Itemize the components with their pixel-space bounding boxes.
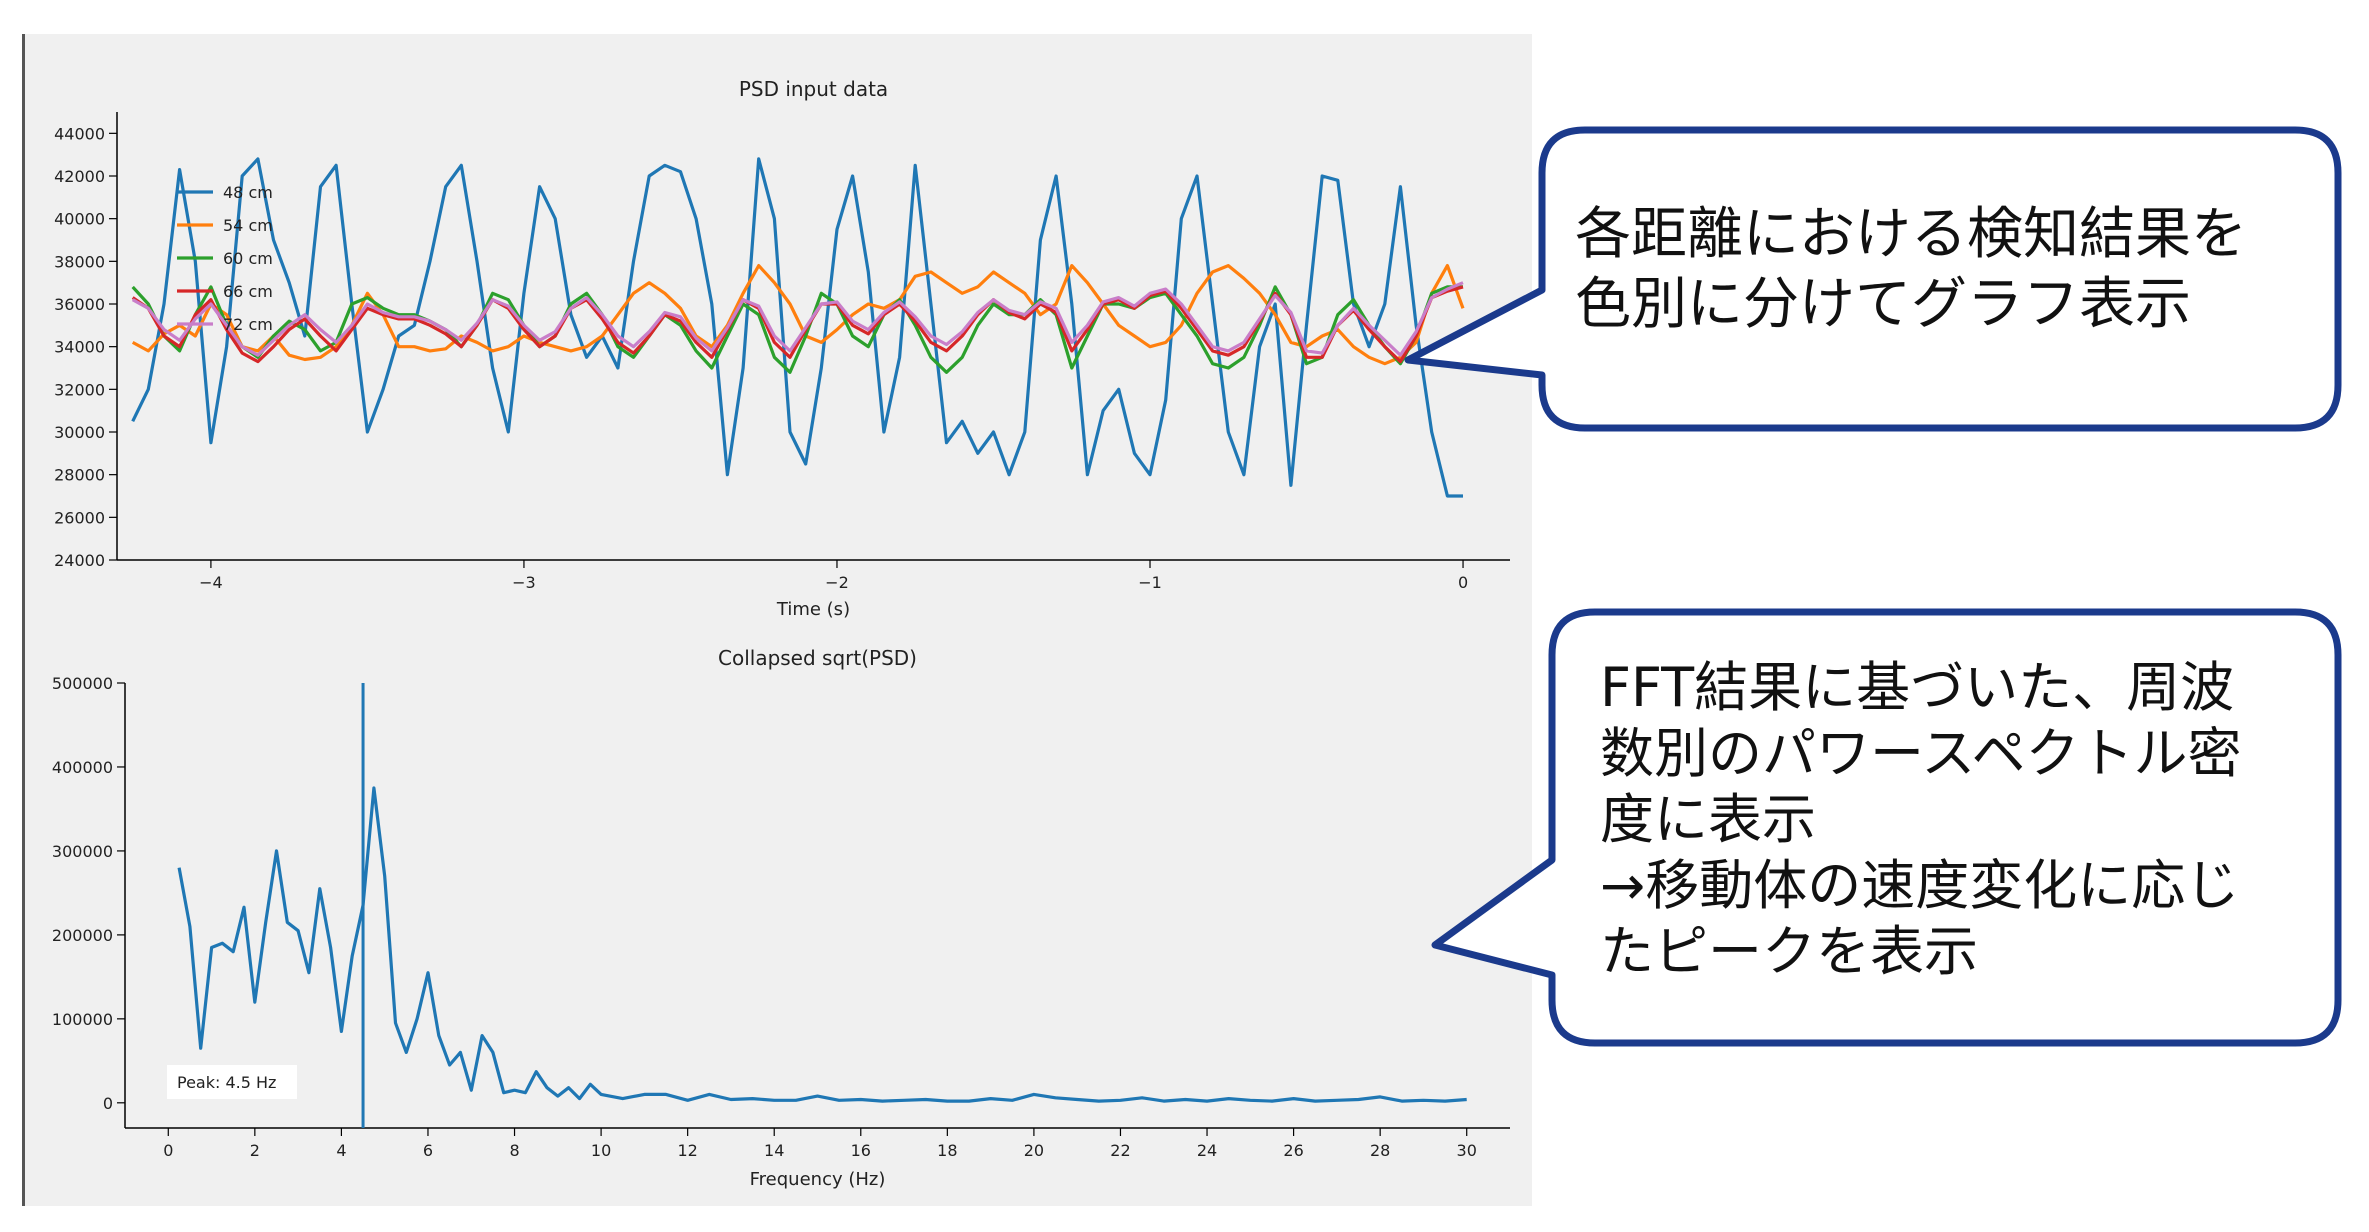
x-tick-label: 30 xyxy=(1457,1141,1477,1160)
legend-label: 48 cm xyxy=(223,183,273,202)
panel-left-border xyxy=(22,34,25,1206)
x-tick-label: 0 xyxy=(163,1141,173,1160)
y-tick-label: 300000 xyxy=(52,842,113,861)
x-tick-label: 6 xyxy=(423,1141,433,1160)
y-tick-label: 28000 xyxy=(54,466,105,485)
y-tick-label: 38000 xyxy=(54,252,105,271)
series-line-60-cm xyxy=(131,285,1463,374)
x-tick-label: 14 xyxy=(764,1141,784,1160)
x-tick-label: 8 xyxy=(509,1141,519,1160)
chart-title-2: Collapsed sqrt(PSD) xyxy=(718,646,917,670)
series-line-72-cm xyxy=(131,281,1464,357)
y-tick-label: 34000 xyxy=(54,338,105,357)
x-tick-label: 0 xyxy=(1458,573,1468,592)
callout-bubble-fft xyxy=(1431,608,2342,1047)
x-tick-label: 22 xyxy=(1110,1141,1130,1160)
x-tick-label: 20 xyxy=(1024,1141,1044,1160)
y-tick-label: 500000 xyxy=(52,674,113,693)
x-tick-label: 24 xyxy=(1197,1141,1217,1160)
x-tick-label: 10 xyxy=(591,1141,611,1160)
y-tick-label: 40000 xyxy=(54,210,105,229)
x-tick-label: 18 xyxy=(937,1141,957,1160)
y-tick-label: 44000 xyxy=(54,124,105,143)
x-tick-label: 4 xyxy=(336,1141,346,1160)
legend-label: 72 cm xyxy=(223,315,273,334)
x-tick-label: 16 xyxy=(851,1141,871,1160)
legend-label: 66 cm xyxy=(223,282,273,301)
y-tick-label: 400000 xyxy=(52,758,113,777)
series-line-48-cm xyxy=(131,157,1463,498)
y-tick-label: 36000 xyxy=(54,295,105,314)
y-tick-label: 200000 xyxy=(52,926,113,945)
peak-annotation-text: Peak: 4.5 Hz xyxy=(177,1073,276,1092)
y-tick-label: 30000 xyxy=(54,423,105,442)
x-tick-label: 28 xyxy=(1370,1141,1390,1160)
x-axis-label-1: Time (s) xyxy=(776,599,850,620)
y-tick-label: 32000 xyxy=(54,380,105,399)
x-tick-label: −2 xyxy=(825,573,849,592)
x-tick-label: 2 xyxy=(250,1141,260,1160)
y-tick-label: 0 xyxy=(103,1094,113,1113)
legend-label: 60 cm xyxy=(223,249,273,268)
plot-panel xyxy=(22,34,1532,1206)
x-tick-label: 12 xyxy=(677,1141,697,1160)
series-line-66-cm xyxy=(131,285,1464,364)
x-tick-label: −4 xyxy=(199,573,223,592)
peak-annotation-box xyxy=(167,1065,297,1099)
callout-text-distance: 各距離における検知結果を 色別に分けてグラフ表示 xyxy=(1575,202,2247,337)
callout-text-fft: FFT結果に基づいた、周波 数別のパワースペクトル密 度に表示 →移動体の速度変… xyxy=(1600,656,2242,983)
legend-label: 54 cm xyxy=(223,216,273,235)
x-tick-label: 26 xyxy=(1283,1141,1303,1160)
callout-bubble-distance xyxy=(1404,126,2342,432)
chart-title-1: PSD input data xyxy=(739,77,888,101)
x-tick-label: −1 xyxy=(1138,573,1162,592)
y-tick-label: 42000 xyxy=(54,167,105,186)
y-tick-label: 24000 xyxy=(54,551,105,570)
y-tick-label: 26000 xyxy=(54,508,105,527)
series-line-2-1 xyxy=(177,786,1467,1103)
y-tick-label: 100000 xyxy=(52,1010,113,1029)
x-tick-label: −3 xyxy=(512,573,536,592)
x-axis-label-2: Frequency (Hz) xyxy=(750,1169,886,1190)
